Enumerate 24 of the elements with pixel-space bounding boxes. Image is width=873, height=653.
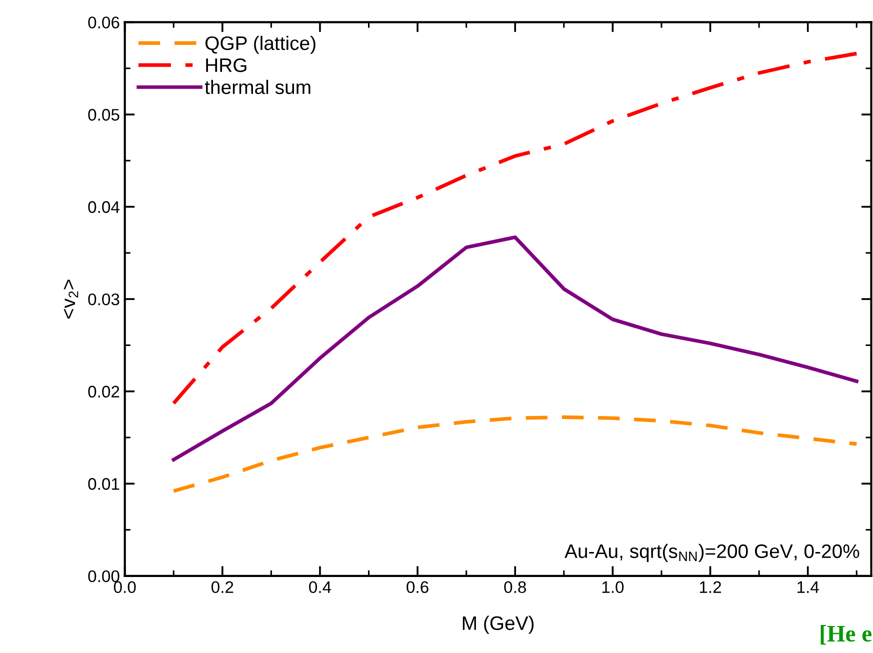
legend-label: HRG xyxy=(206,58,246,72)
legend-label: QGP (lattice) xyxy=(205,36,316,54)
x-tick-label: 1.0 xyxy=(602,581,624,594)
x-tick-label: 0.4 xyxy=(309,581,332,594)
line-series xyxy=(172,235,858,462)
annotation: Au-Au, sqrt(s$_{NN}$)=200 GeV, 0-20% xyxy=(564,544,860,562)
x-tick-label: 0.2 xyxy=(211,581,234,594)
y-tick-label: 0.03 xyxy=(88,293,120,306)
x-tick-label: 0.0 xyxy=(114,581,136,594)
y-tick-label: 0.06 xyxy=(88,16,120,28)
y-tick-label: 0.02 xyxy=(88,386,120,398)
y-tick-label: 0.05 xyxy=(88,108,120,121)
x-axis-title: M (GeV) xyxy=(462,616,534,634)
y-axis-title: <v$_{2}$> xyxy=(64,280,78,319)
y-tick-label: 0.04 xyxy=(88,201,120,213)
x-tick-label: 1.2 xyxy=(700,581,722,593)
x-tick-label: 0.8 xyxy=(504,581,526,594)
line-series xyxy=(172,415,858,493)
text: [He e xyxy=(820,625,872,645)
y-tick-label: 0.00 xyxy=(88,570,120,582)
x-tick-label: 0.6 xyxy=(406,581,428,594)
y-tick-label: 0.01 xyxy=(88,478,120,490)
x-tick-label: 1.4 xyxy=(798,581,819,593)
legend-label: thermal sum xyxy=(204,80,310,94)
